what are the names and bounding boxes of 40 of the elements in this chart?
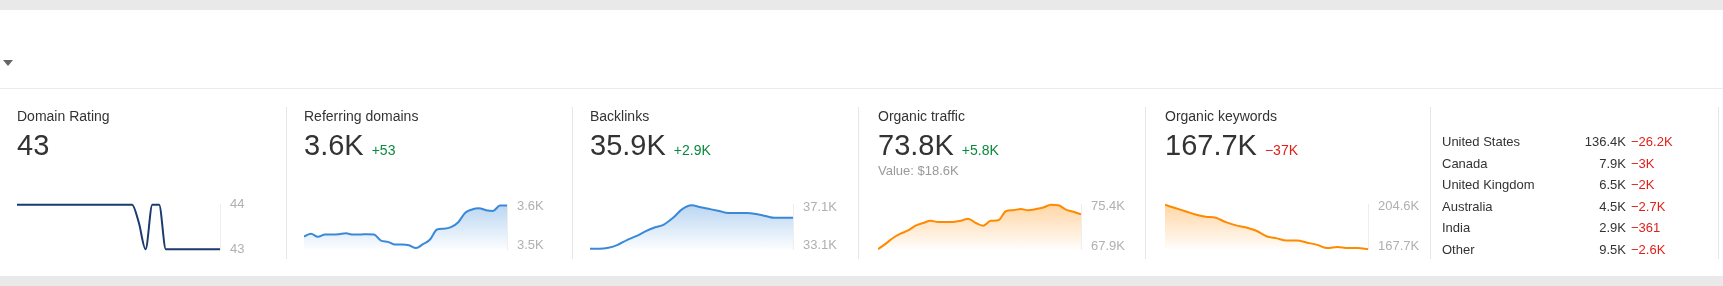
data-label: 2.9K xyxy=(1599,219,1626,238)
text: +53 xyxy=(371,142,396,158)
chart-subtitle: 167.7K xyxy=(1165,129,1257,162)
chart-subtitle: 3.6K xyxy=(304,129,364,162)
chart-title: Organic keywords xyxy=(1165,107,1279,125)
y-tick-label: 67.9K xyxy=(1091,238,1126,254)
data-label: 136.4K xyxy=(1584,133,1626,151)
category-label: India xyxy=(1442,220,1471,236)
category-label: United States xyxy=(1442,134,1521,149)
y-tick-label: 37.1K xyxy=(803,198,838,214)
data-label: −2.6K xyxy=(1631,240,1666,259)
data-label: −2K xyxy=(1631,176,1655,195)
data-label: 7.9K xyxy=(1599,154,1626,173)
y-tick-label: 75.4K xyxy=(1091,197,1126,213)
chart-subtitle: 35.9K xyxy=(590,129,666,162)
data-label: −2.7K xyxy=(1631,197,1666,216)
y-tick-label: 33.1K xyxy=(803,237,838,253)
data-label: 9.5K xyxy=(1599,240,1626,259)
chart-title: Domain Rating xyxy=(17,107,111,125)
data-label: 6.5K xyxy=(1599,176,1626,195)
text: −37K xyxy=(1264,142,1299,158)
category-label: Canada xyxy=(1442,155,1488,171)
y-tick-label: 204.6K xyxy=(1378,197,1420,213)
text: +2.9K xyxy=(673,142,711,158)
category-label: Other xyxy=(1442,241,1475,257)
chart-title: Referring domains xyxy=(304,107,420,125)
data-label: −26.2K xyxy=(1631,133,1673,151)
text: +5.8K xyxy=(961,142,999,158)
category-label: Australia xyxy=(1442,198,1493,214)
data-label: 4.5K xyxy=(1599,197,1626,216)
y-tick-label: 44 xyxy=(230,196,245,212)
chart-subtitle: 43 xyxy=(17,129,50,162)
data-label: −3K xyxy=(1631,154,1655,173)
data-label: −361 xyxy=(1631,219,1661,238)
text: Value: $18.6K xyxy=(878,163,960,178)
chart-title: Backlinks xyxy=(590,107,651,125)
category-label: United Kingdom xyxy=(1442,177,1535,193)
y-tick-label: 3.5K xyxy=(517,236,545,252)
chart-title: Organic traffic xyxy=(878,107,966,125)
chart-subtitle: 73.8K xyxy=(878,129,954,162)
